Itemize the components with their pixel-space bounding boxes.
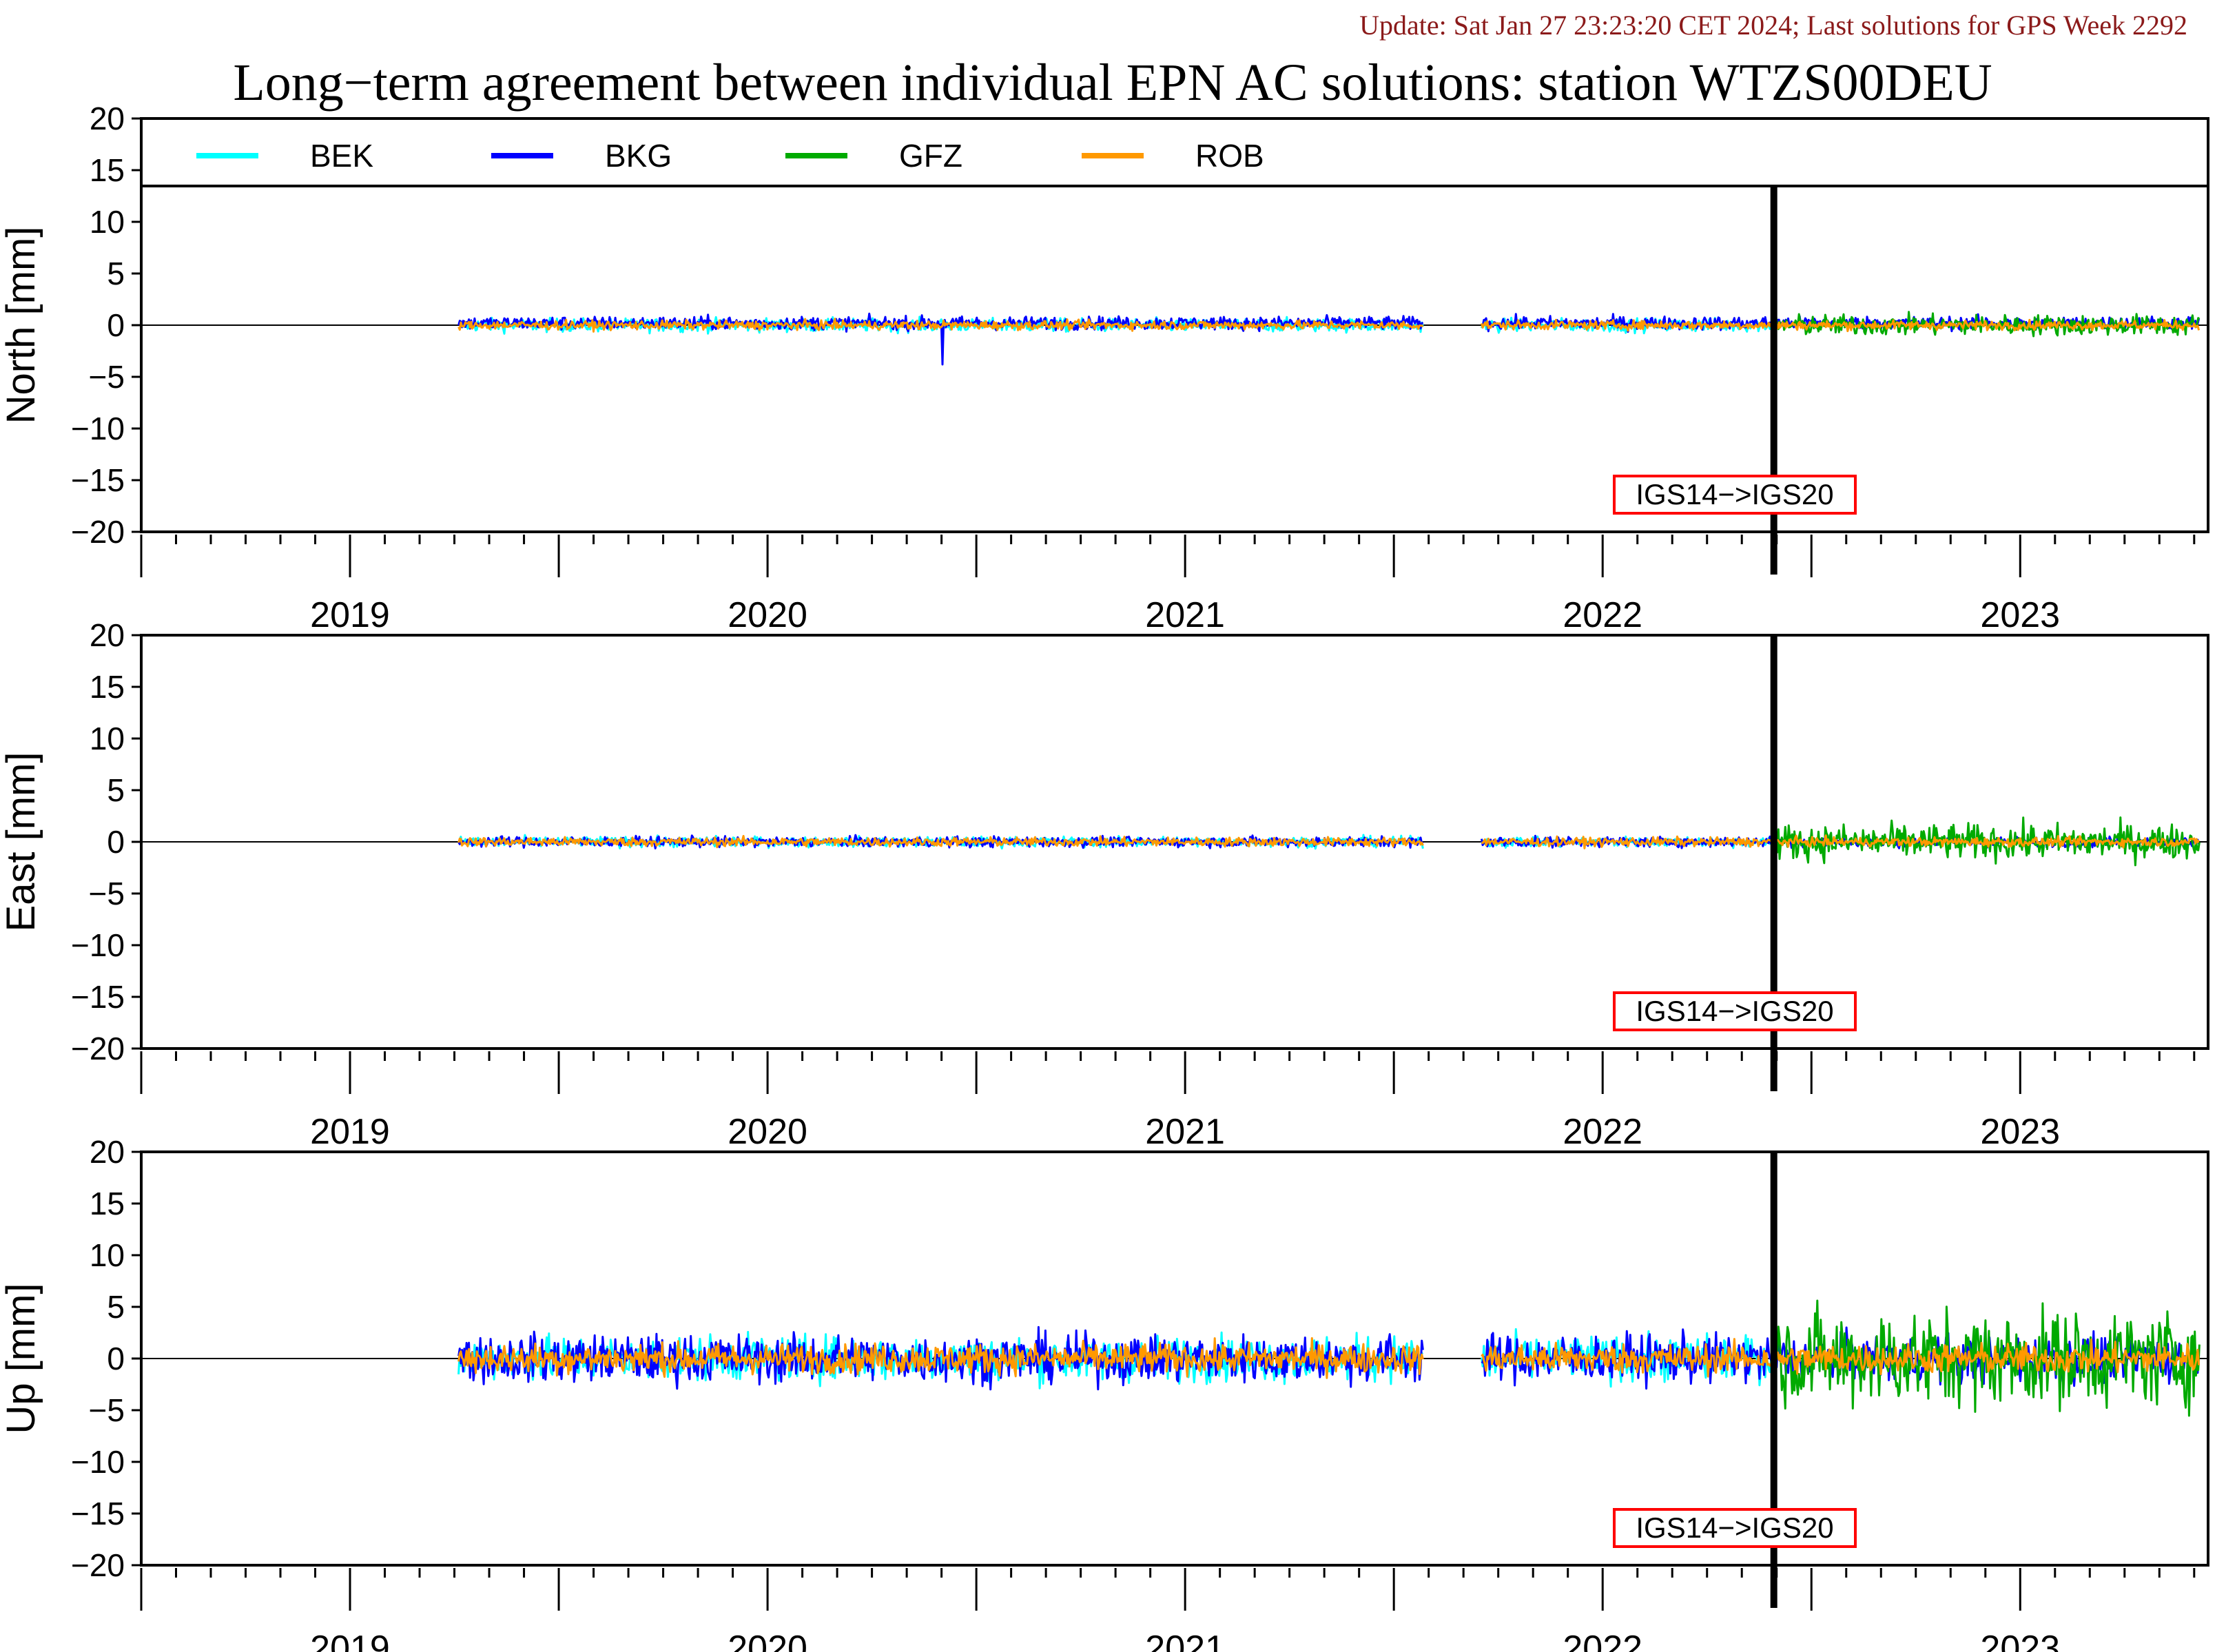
y-tick-label: −10 xyxy=(71,927,125,963)
y-axis-title: Up [mm] xyxy=(0,1283,43,1434)
year-label-2022: 2022 xyxy=(1563,595,1642,635)
year-label-2019: 2019 xyxy=(310,1112,390,1152)
series-group xyxy=(457,1299,2201,1418)
frame-change-annotation: IGS14−>IGS20 xyxy=(1613,1508,1857,1548)
y-tick-label: −20 xyxy=(71,1031,125,1066)
y-tick-label: 5 xyxy=(107,256,125,291)
y-tick-label: 5 xyxy=(107,1289,125,1325)
year-label-2021: 2021 xyxy=(1145,1112,1225,1152)
y-tick-label: 5 xyxy=(107,772,125,808)
year-label-2019: 2019 xyxy=(310,1629,390,1652)
series-rob xyxy=(457,834,2200,849)
y-axis: 20 15 10 5 0 −5 −10 −15 −20 xyxy=(71,1134,141,1583)
year-label-2020: 2020 xyxy=(728,1629,807,1652)
y-tick-label: −15 xyxy=(71,979,125,1015)
annotation-box xyxy=(1613,475,1857,515)
frame-change-annotation: IGS14−>IGS20 xyxy=(1613,475,1857,515)
year-label-2023: 2023 xyxy=(1980,1629,2060,1652)
y-tick-label: 20 xyxy=(90,101,125,136)
legend: BEK BKG GFZ ROB xyxy=(141,138,2208,187)
panel-1: 20 15 10 5 0 −5 −10 −15 −20 North [mm] IGS14−>IGS2… xyxy=(0,101,2209,635)
y-tick-label: −20 xyxy=(71,514,125,550)
y-axis-title: East [mm] xyxy=(0,752,43,931)
year-label-2022: 2022 xyxy=(1563,1112,1642,1152)
y-tick-label: 10 xyxy=(90,1237,125,1273)
series-rob xyxy=(457,318,2201,333)
y-tick-label: −5 xyxy=(89,876,125,911)
legend-label-gfz: GFZ xyxy=(899,138,962,174)
year-label-2022: 2022 xyxy=(1563,1629,1642,1652)
x-axis: 2019 2020 2021 2022 2023 xyxy=(140,1568,2196,1652)
year-label-2021: 2021 xyxy=(1145,1629,1225,1652)
y-axis: 20 15 10 5 0 −5 −10 −15 −20 xyxy=(71,617,141,1066)
y-axis-title: North [mm] xyxy=(0,227,43,424)
x-axis: 2019 2020 2021 2022 2023 xyxy=(140,535,2196,635)
y-tick-label: 20 xyxy=(90,1134,125,1170)
panel-2: 20 15 10 5 0 −5 −10 −15 −20 East [mm] IGS14−>IGS20… xyxy=(0,617,2209,1152)
series-rob xyxy=(457,1337,2201,1379)
annotation-label: IGS14−>IGS20 xyxy=(1636,995,1833,1027)
y-tick-label: −5 xyxy=(89,1392,125,1428)
year-label-2020: 2020 xyxy=(728,1112,807,1152)
series-gfz xyxy=(1773,1299,2201,1418)
y-tick-label: 0 xyxy=(107,307,125,343)
y-tick-label: 15 xyxy=(90,669,125,705)
series-gfz xyxy=(1773,311,2201,338)
annotation-box xyxy=(1613,1508,1857,1548)
year-label-2023: 2023 xyxy=(1980,1112,2060,1152)
year-label-2019: 2019 xyxy=(310,595,390,635)
y-tick-label: 10 xyxy=(90,721,125,756)
y-tick-label: −15 xyxy=(71,1496,125,1531)
y-axis: 20 15 10 5 0 −5 −10 −15 −20 xyxy=(71,101,141,550)
panels: 20 15 10 5 0 −5 −10 −15 −20 North [mm] IGS14−>IGS2… xyxy=(0,101,2209,1652)
chart-title: Long−term agreement between individual E… xyxy=(233,54,1992,112)
series-group xyxy=(457,311,2201,366)
y-tick-label: 20 xyxy=(90,617,125,653)
annotation-box xyxy=(1613,991,1857,1031)
y-tick-label: −10 xyxy=(71,411,125,446)
series-group xyxy=(457,816,2201,867)
year-label-2023: 2023 xyxy=(1980,595,2060,635)
annotation-label: IGS14−>IGS20 xyxy=(1636,478,1833,510)
year-label-2020: 2020 xyxy=(728,595,807,635)
legend-label-rob: ROB xyxy=(1195,138,1264,174)
y-tick-label: −20 xyxy=(71,1547,125,1583)
annotation-label: IGS14−>IGS20 xyxy=(1636,1511,1833,1544)
y-tick-label: 10 xyxy=(90,204,125,240)
panel-frame xyxy=(140,117,2209,533)
frame-change-annotation: IGS14−>IGS20 xyxy=(1613,991,1857,1031)
panel-frame xyxy=(140,634,2209,1050)
panel-frame xyxy=(140,1150,2209,1567)
y-tick-label: −10 xyxy=(71,1444,125,1480)
legend-label-bkg: BKG xyxy=(605,138,672,174)
y-tick-label: 15 xyxy=(90,152,125,188)
x-axis: 2019 2020 2021 2022 2023 xyxy=(140,1051,2196,1152)
legend-label-bek: BEK xyxy=(310,138,373,174)
y-tick-label: 0 xyxy=(107,1341,125,1376)
panel-3: 20 15 10 5 0 −5 −10 −15 −20 Up [mm] IGS14−>IGS20 20… xyxy=(0,1134,2209,1652)
y-tick-label: 15 xyxy=(90,1186,125,1221)
year-label-2021: 2021 xyxy=(1145,595,1225,635)
y-tick-label: 0 xyxy=(107,824,125,860)
update-text: Update: Sat Jan 27 23:23:20 CET 2024; La… xyxy=(1359,10,2187,41)
y-tick-label: −5 xyxy=(89,359,125,395)
y-tick-label: −15 xyxy=(71,462,125,498)
